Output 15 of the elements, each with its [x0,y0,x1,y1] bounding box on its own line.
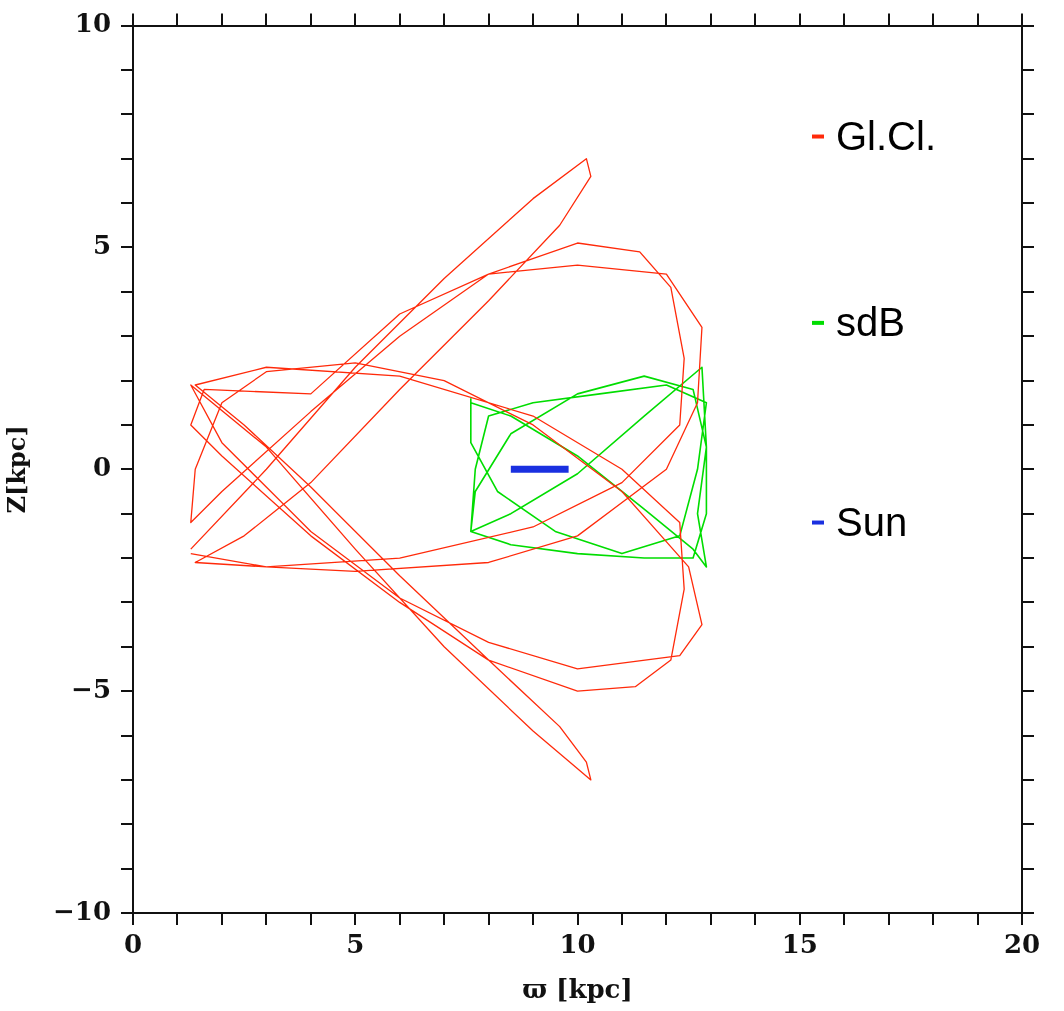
x-tick-label: 15 [781,929,818,960]
x-tick-label: 0 [123,929,143,960]
x-tick-label: 10 [559,929,596,960]
x-axis-title: ϖ [kpc] [522,974,633,1005]
y-tick-label: 0 [92,452,111,483]
y-tick-label: 10 [74,8,111,39]
legend-label: Gl.Cl. [836,113,936,158]
y-axis-title: Z[kpc] [1,425,31,514]
legend-label: sdB [836,299,905,344]
x-tick-label: 5 [346,929,365,960]
y-tick-label: −5 [71,673,111,704]
y-tick-label: −10 [53,895,111,926]
x-tick-label: 20 [1003,929,1041,960]
legend-label: Sun [836,499,908,544]
y-tick-label: 5 [92,230,111,261]
